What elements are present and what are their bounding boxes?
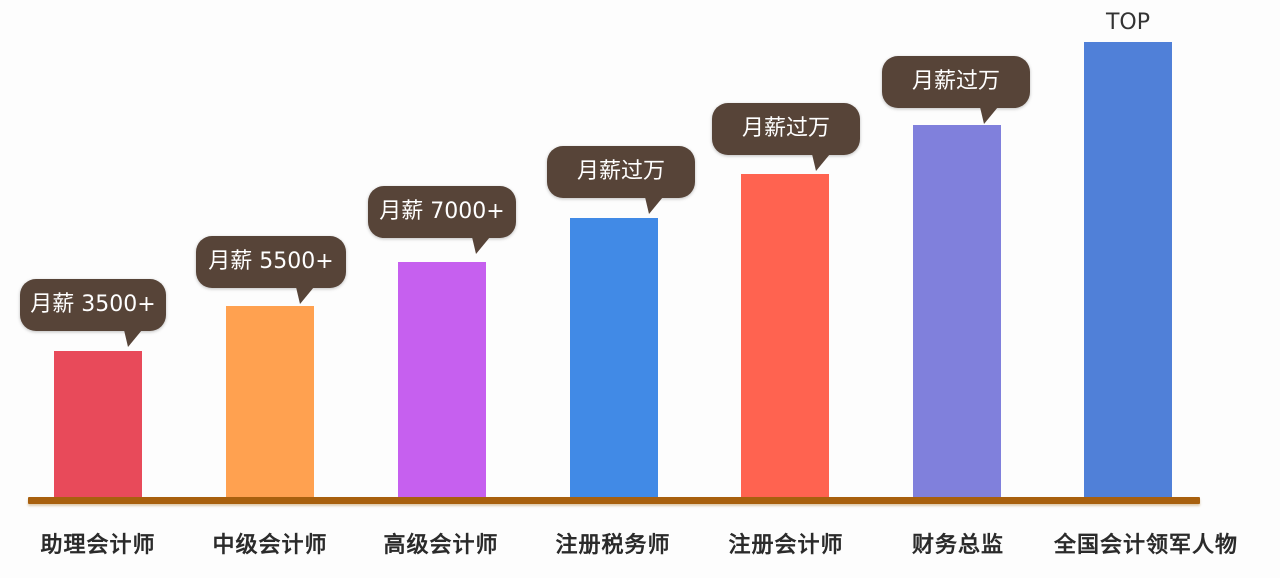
bar-certified-tax-agent (570, 218, 658, 497)
bar-senior-accountant (398, 262, 486, 497)
salary-bubble-4: 月薪过万 (547, 146, 695, 214)
x-label-2: 中级会计师 (212, 533, 328, 558)
x-label-1: 助理会计师 (40, 533, 156, 558)
bar-intermediate-accountant (226, 306, 314, 497)
top-label: TOP (1105, 10, 1151, 35)
x-label-4: 注册税务师 (555, 533, 671, 558)
bar-cfo (913, 125, 1001, 497)
salary-bubble-2: 月薪 5500+ (196, 236, 346, 304)
salary-bubble-3: 月薪 7000+ (368, 186, 516, 254)
salary-bubble-5: 月薪过万 (712, 103, 860, 171)
x-label-6: 财务总监 (911, 533, 1004, 558)
x-label-5: 注册会计师 (728, 533, 844, 558)
bar-national-leader (1084, 42, 1172, 497)
salary-bubble-6: 月薪过万 (882, 56, 1030, 124)
x-label-7: 全国会计领军人物 (1053, 533, 1238, 558)
x-axis-baseline (28, 497, 1200, 504)
bar-cpa (741, 174, 829, 497)
x-label-3: 高级会计师 (383, 533, 499, 558)
salary-bubble-1: 月薪 3500+ (20, 279, 166, 347)
bar-assistant-accountant (54, 351, 142, 497)
